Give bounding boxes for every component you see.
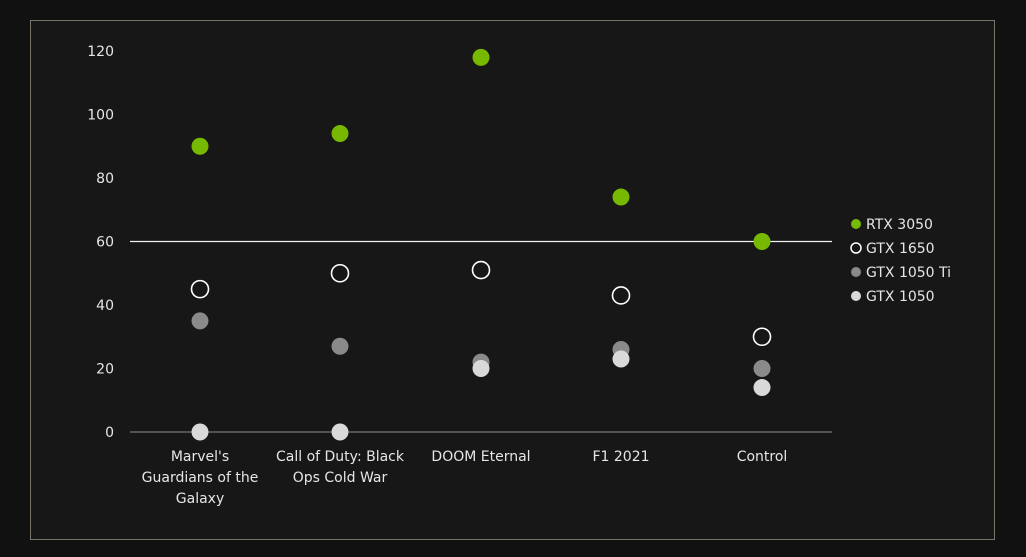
y-tick-label: 120 bbox=[87, 44, 114, 60]
point-gtx-1050-ti bbox=[331, 337, 349, 355]
scatter-chart: 0 20 40 60 80 100 120 Marvel's Guardians of the… bbox=[87, 44, 951, 507]
point-gtx-1050 bbox=[612, 350, 630, 368]
reference-lines bbox=[130, 240, 832, 433]
legend-label: GTX 1650 bbox=[866, 241, 935, 257]
x-category-label: DOOM Eternal bbox=[431, 449, 530, 465]
point-gtx-1050-ti bbox=[191, 312, 209, 330]
y-tick-label: 100 bbox=[87, 108, 114, 124]
point-gtx-1650 bbox=[471, 260, 491, 280]
point-gtx-1650 bbox=[611, 286, 631, 305]
data-points bbox=[190, 48, 772, 441]
point-rtx-3050 bbox=[472, 48, 490, 66]
x-category-label: Call of Duty: Black Ops Cold War bbox=[276, 449, 405, 486]
point-gtx-1650 bbox=[190, 279, 210, 299]
point-gtx-1650 bbox=[330, 263, 350, 283]
legend-marker bbox=[850, 242, 862, 254]
x-category-label: Control bbox=[737, 449, 788, 465]
chart-frame: 0 20 40 60 80 100 120 Marvel's Guardians of the… bbox=[30, 20, 995, 540]
point-gtx-1050 bbox=[472, 360, 490, 377]
point-rtx-3050 bbox=[331, 125, 349, 143]
point-rtx-3050 bbox=[612, 188, 630, 206]
legend: RTX 3050 GTX 1650 GTX 1050 Ti GTX 1050 bbox=[850, 217, 951, 305]
point-gtx-1650 bbox=[752, 327, 772, 347]
legend-marker bbox=[851, 219, 861, 229]
y-tick-label: 0 bbox=[105, 425, 114, 441]
point-gtx-1050 bbox=[331, 423, 349, 441]
x-category-label: Marvel's Guardians of the Galaxy bbox=[142, 449, 259, 507]
legend-label: GTX 1050 bbox=[866, 289, 935, 305]
x-category-label: F1 2021 bbox=[592, 449, 649, 465]
y-tick-label: 20 bbox=[96, 362, 114, 378]
legend-marker bbox=[851, 291, 861, 301]
y-tick-label: 40 bbox=[96, 298, 114, 314]
legend-label: RTX 3050 bbox=[866, 217, 933, 233]
y-axis-ticks: 0 20 40 60 80 100 120 bbox=[87, 44, 114, 441]
y-tick-label: 60 bbox=[96, 235, 114, 251]
point-gtx-1050 bbox=[191, 423, 209, 441]
category-labels: Marvel's Guardians of the Galaxy Call of Du… bbox=[142, 449, 788, 507]
legend-marker bbox=[851, 267, 861, 277]
y-tick-label: 80 bbox=[96, 171, 114, 187]
point-rtx-3050 bbox=[191, 137, 209, 155]
point-gtx-1050-ti bbox=[753, 360, 771, 377]
legend-label: GTX 1050 Ti bbox=[866, 265, 951, 281]
point-rtx-3050 bbox=[753, 233, 771, 250]
point-gtx-1050 bbox=[753, 379, 771, 397]
